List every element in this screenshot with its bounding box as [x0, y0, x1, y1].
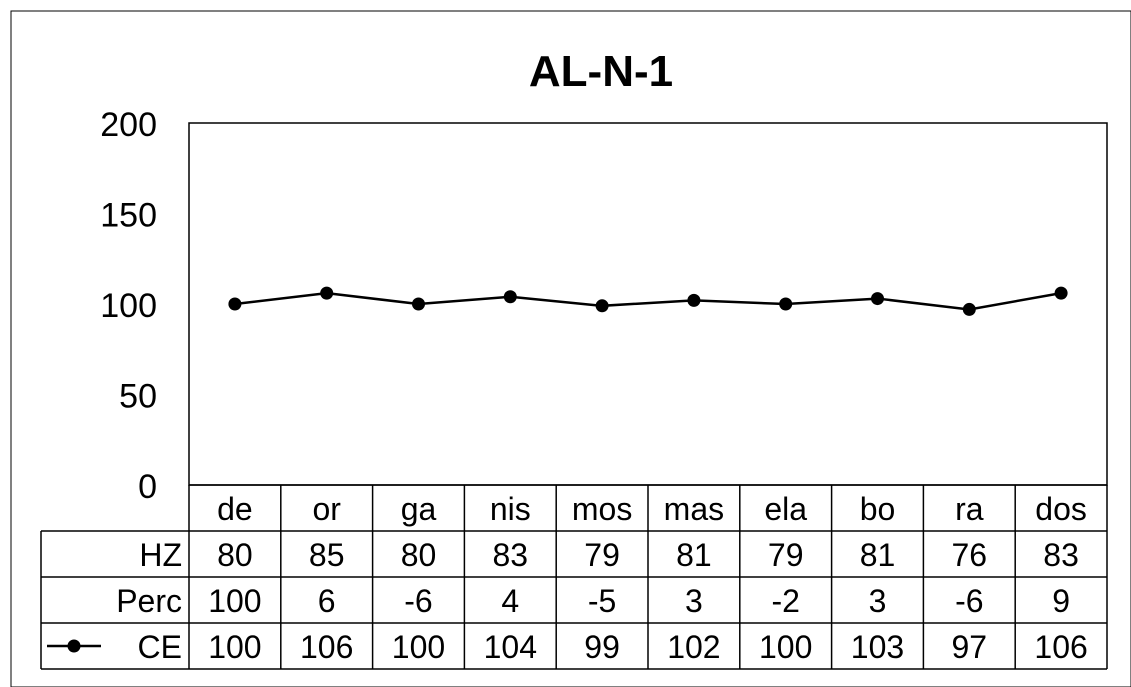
table-cell: -6 — [955, 583, 983, 619]
table-cell: 83 — [1043, 537, 1079, 573]
table-cell: 6 — [318, 583, 336, 619]
table-cell: -6 — [404, 583, 432, 619]
x-tick-label: mos — [572, 491, 632, 527]
x-tick-label: ela — [764, 491, 807, 527]
x-tick-label: bo — [860, 491, 896, 527]
table-cell: 81 — [860, 537, 896, 573]
table-cell: 100 — [208, 583, 261, 619]
table-cell: 99 — [584, 629, 620, 665]
x-tick-label: ga — [401, 491, 437, 527]
y-tick-label: 200 — [100, 106, 157, 144]
x-tick-label: dos — [1035, 491, 1087, 527]
data-point — [412, 297, 425, 311]
x-tick-label: ra — [955, 491, 984, 527]
y-axis: 0 50 100 150 200 — [100, 106, 157, 506]
table-cell: 106 — [1034, 629, 1087, 665]
table-cell: 80 — [401, 537, 437, 573]
y-tick-label: 0 — [138, 468, 157, 506]
table-cell: 103 — [851, 629, 904, 665]
table-cell: -5 — [588, 583, 616, 619]
table-cell: 104 — [484, 629, 537, 665]
x-tick-label: or — [312, 491, 341, 527]
table-cell: 102 — [667, 629, 720, 665]
y-tick-label: 50 — [119, 378, 157, 416]
table-cell: 79 — [584, 537, 620, 573]
series-layer — [228, 286, 1068, 316]
data-table: de or ga nis mos mas ela bo ra dos HZ 80 85 80 83 79 81 7… — [40, 484, 1108, 670]
table-cell: 80 — [217, 537, 253, 573]
table-cell: 85 — [309, 537, 345, 573]
x-tick-label: nis — [490, 491, 531, 527]
data-point — [871, 292, 884, 306]
table-cell: 79 — [768, 537, 804, 573]
table-row-label: CE — [138, 629, 182, 665]
legend-key-marker — [67, 639, 81, 653]
data-point — [228, 297, 242, 311]
table-cell: 76 — [952, 537, 988, 573]
table-row-label: Perc — [116, 583, 182, 619]
table-cell: 100 — [208, 629, 261, 665]
table-cell: 106 — [300, 629, 353, 665]
data-point — [595, 299, 609, 313]
y-tick-label: 100 — [100, 287, 157, 325]
data-point — [779, 297, 793, 311]
data-point — [503, 290, 517, 304]
table-cell: 83 — [493, 537, 529, 573]
table-cell: 97 — [952, 629, 988, 665]
table-cell: 9 — [1052, 583, 1070, 619]
data-point — [687, 293, 701, 307]
table-cell: 100 — [759, 629, 812, 665]
table-cell: 100 — [392, 629, 445, 665]
data-point — [1054, 286, 1068, 300]
table-cell: 81 — [676, 537, 712, 573]
table-cell: 3 — [869, 583, 887, 619]
x-tick-label: mas — [664, 491, 724, 527]
data-point — [962, 302, 976, 316]
chart-title: AL-N-1 — [529, 47, 673, 96]
data-point — [320, 286, 334, 300]
table-cell: -2 — [771, 583, 799, 619]
table-cell: 4 — [501, 583, 519, 619]
table-cell: 3 — [685, 583, 703, 619]
y-tick-label: 150 — [100, 197, 157, 235]
series-line-ce — [234, 291, 1062, 311]
x-tick-label: de — [217, 491, 253, 527]
table-row-label: HZ — [139, 537, 182, 573]
